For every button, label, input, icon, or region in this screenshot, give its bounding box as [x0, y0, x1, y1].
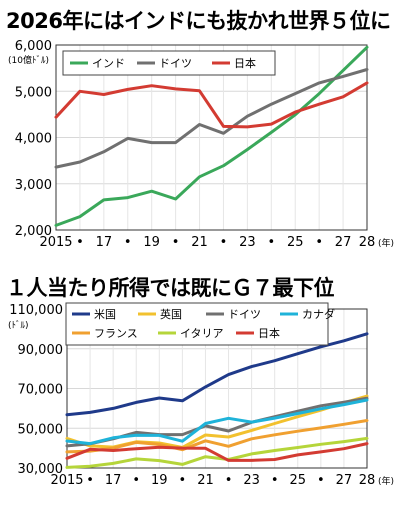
y-tick-label: 2,000 — [15, 224, 52, 239]
x-tick-label: 17 — [96, 235, 113, 250]
legend-label: 日本 — [258, 326, 280, 340]
x-tick-label: 28 — [359, 473, 376, 488]
x-tick-label: • — [124, 235, 132, 250]
x-tick-label: 21 — [197, 473, 214, 488]
plot-frame — [55, 44, 368, 231]
x-tick-label: 2015 — [39, 235, 72, 250]
legend-label: 米国 — [94, 308, 116, 321]
x-tick-label: 25 — [289, 473, 306, 488]
x-tick-label: 27 — [336, 473, 353, 488]
series-line-ドイツ — [54, 68, 369, 169]
series-line-日本 — [65, 442, 369, 462]
legend-box — [62, 50, 276, 76]
y-tick-label: 4,000 — [15, 132, 52, 147]
y-tick-label: 90,000 — [18, 343, 64, 358]
series-line-イタリア — [65, 436, 369, 469]
legend-label: フランス — [94, 327, 138, 340]
x-tick-label: 27 — [335, 235, 352, 250]
y-axis-unit: (10億ﾄﾞﾙ) — [8, 54, 49, 66]
x-tick-label: 25 — [287, 235, 304, 250]
x-tick-label: 23 — [239, 235, 256, 250]
series-line-フランス — [65, 419, 369, 454]
x-tick-label: 28 — [359, 235, 376, 250]
chart1-title: 2026年にはインドにも抜かれ世界５位に — [6, 9, 391, 33]
x-tick-label: • — [132, 473, 140, 488]
x-tick-label: • — [315, 235, 323, 250]
x-tick-label: 21 — [191, 235, 208, 250]
y-tick-label: 30,000 — [18, 462, 64, 477]
x-tick-label: • — [267, 235, 275, 250]
series-line-カナダ — [65, 398, 369, 446]
series-line-米国 — [65, 332, 369, 417]
x-tick-label: • — [271, 473, 279, 488]
legend-label: カナダ — [302, 307, 335, 321]
series-line-インド — [54, 45, 369, 227]
x-tick-label: • — [179, 473, 187, 488]
legend-box — [65, 302, 329, 346]
legend-label: 日本 — [234, 56, 256, 70]
x-tick-label: 2015 — [50, 473, 83, 488]
legend-label: 英国 — [160, 307, 182, 321]
x-tick-label: • — [86, 473, 94, 488]
x-axis-unit: (年) — [378, 237, 394, 249]
y-tick-label: 6,000 — [15, 39, 52, 54]
x-tick-label: 17 — [105, 473, 122, 488]
legend-label: イタリア — [180, 327, 224, 340]
y-tick-label: 3,000 — [15, 178, 52, 193]
legend-label: インド — [92, 57, 125, 70]
series-line-日本 — [54, 81, 369, 129]
y-axis-unit: (ﾄﾞﾙ) — [8, 320, 29, 331]
x-tick-label: • — [225, 473, 233, 488]
x-tick-label: • — [172, 235, 180, 250]
x-tick-label: • — [317, 473, 325, 488]
gdp-line-chart: 2,000 3,000 4,000 5,000 6,000(10億ﾄﾞﾙ) 2015 • 17… — [8, 39, 394, 250]
x-tick-label: • — [76, 235, 84, 250]
y-tick-label: 70,000 — [18, 383, 64, 398]
x-tick-label: • — [220, 235, 228, 250]
legend-label: ドイツ — [159, 57, 192, 70]
y-tick-label: 50,000 — [18, 422, 64, 437]
y-tick-label: 110,000 — [9, 303, 63, 318]
x-axis-unit: (年) — [378, 475, 394, 487]
x-tick-label: 23 — [243, 473, 260, 488]
x-tick-label: 19 — [151, 473, 168, 488]
x-tick-label: 19 — [143, 235, 160, 250]
y-tick-label: 5,000 — [15, 85, 52, 100]
legend-label: ドイツ — [228, 308, 261, 321]
chart2-title: １人当たり所得では既にＧ７最下位 — [6, 276, 335, 300]
